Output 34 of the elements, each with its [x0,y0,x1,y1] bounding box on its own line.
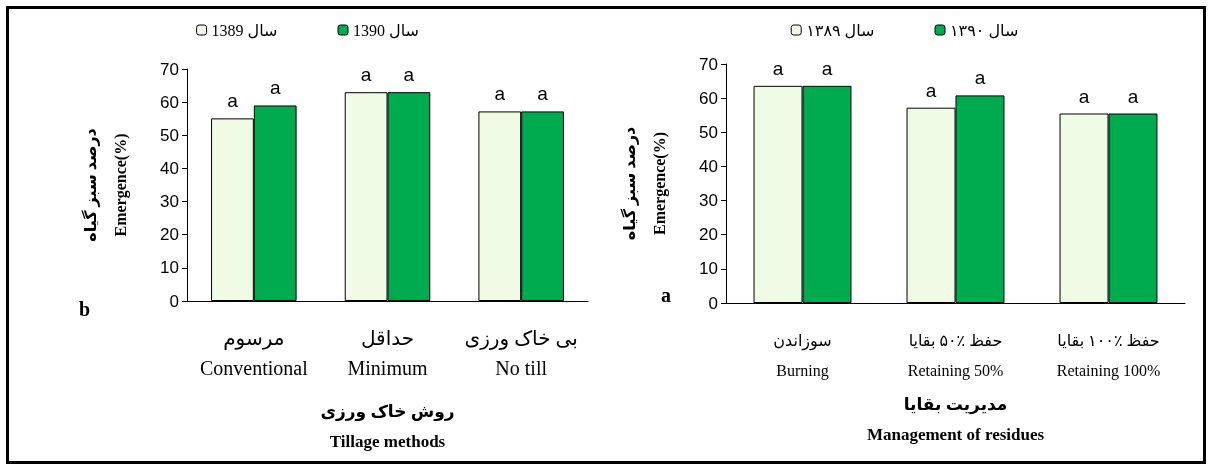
y-tick-label: 40 [160,158,179,178]
y-tick-label: 0 [169,291,179,311]
legend-label: سال ۱۳۹۰ [950,21,1019,39]
data-label: a [974,67,986,89]
data-label: a [1127,85,1139,107]
data-label: a [1078,85,1090,107]
data-label: a [494,83,506,105]
y-tick-label: 50 [160,125,179,145]
y-tick-label: 20 [160,225,179,245]
text: b [79,298,91,320]
data-label: a [821,57,833,79]
legend-label: سال 1390 [353,21,419,39]
y-tick-label: 60 [699,88,718,108]
data-label: a [269,77,281,99]
y-tick-label: 30 [160,192,179,212]
y-tick-label: 40 [699,156,718,176]
data-label: a [925,79,937,101]
y-tick-label: 0 [708,293,718,313]
y-tick-label: 60 [160,92,179,112]
data-label: a [360,64,372,86]
legend-label: سال 1389 [211,21,278,39]
y-tick-label: 70 [160,59,179,79]
data-label: a [227,90,239,112]
legend-label: سال ۱۳۸۹ [806,21,875,39]
y-tick-label: 50 [699,122,718,142]
text: a [661,284,671,306]
y-tick-label: 30 [699,191,718,211]
y-tick-label: 70 [699,54,718,74]
data-label: a [537,83,549,105]
y-tick-label: 10 [160,258,179,278]
data-label: a [403,64,415,86]
y-tick-label: 20 [699,225,718,245]
y-tick-label: 10 [699,259,718,279]
data-label: a [772,57,784,79]
